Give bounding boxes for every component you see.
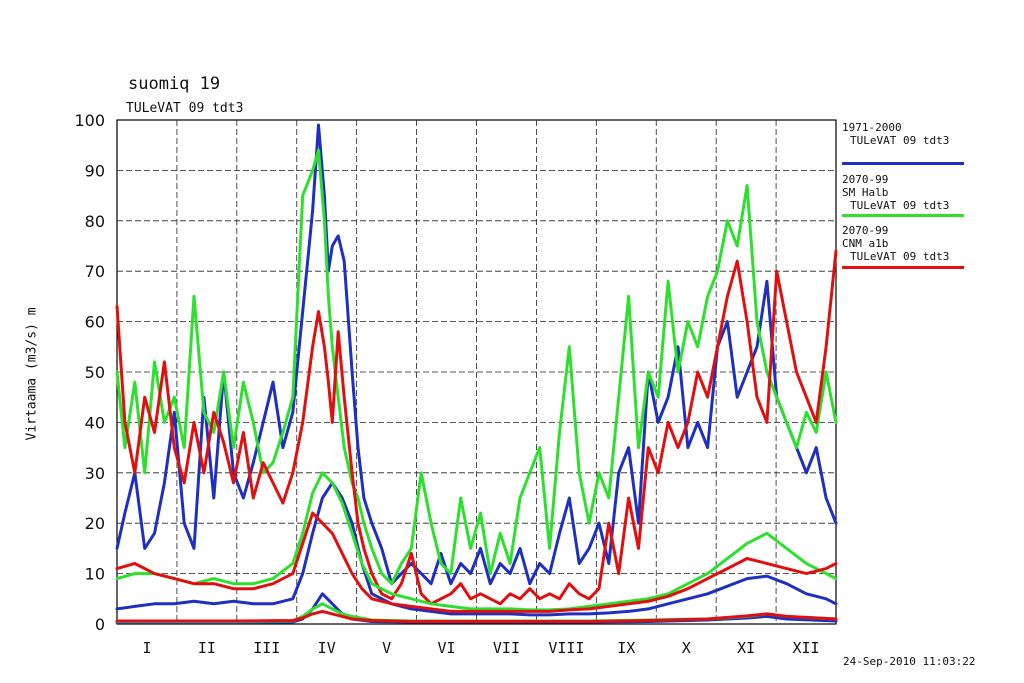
y-tick-label: 90 — [85, 161, 105, 180]
legend-text: 2070-99 — [842, 173, 889, 186]
y-tick-label: 80 — [85, 212, 105, 231]
x-tick-label: VII — [493, 639, 520, 657]
series-line — [115, 511, 838, 613]
y-tick-label: 100 — [74, 111, 105, 130]
y-tick-label: 0 — [95, 615, 105, 634]
legend-entry-1971-2000: 1971-2000 TULeVAT 09 tdt3 — [842, 121, 967, 165]
legend-text: TULeVAT 09 tdt3 — [850, 199, 950, 212]
y-tick-label: 30 — [85, 464, 105, 483]
y-tick-label: 70 — [85, 262, 105, 281]
legend-entry-cnm-a1b: 2070-99 CNM a1b TULeVAT 09 tdt3 — [842, 224, 967, 269]
timestamp: 24-Sep-2010 11:03:22 — [843, 655, 976, 668]
legend-entry-sm-halb: 2070-99 SM Halb TULeVAT 09 tdt3 — [842, 173, 967, 217]
legend-text: SM Halb — [842, 186, 889, 199]
legend-text: TULeVAT 09 tdt3 — [850, 250, 950, 263]
page-subtitle: TULeVAT 09 tdt3 — [126, 101, 244, 116]
x-tick-label: XI — [737, 639, 755, 657]
series-line — [115, 471, 838, 612]
x-tick-label: VI — [438, 639, 456, 657]
legend-text: TULeVAT 09 tdt3 — [850, 134, 950, 147]
y-tick-label: 10 — [85, 565, 105, 584]
x-tick-label: III — [253, 639, 280, 657]
page-title: suomiq 19 — [128, 74, 221, 94]
x-tick-label: V — [382, 639, 391, 657]
x-tick-label: X — [682, 639, 691, 657]
legend-text: 1971-2000 — [842, 121, 902, 134]
x-tick-label: VIII — [548, 639, 584, 657]
legend-text: CNM a1b — [842, 237, 889, 250]
series-line — [115, 481, 838, 617]
series-line — [115, 148, 838, 586]
legend-swatch — [842, 214, 964, 217]
x-tick-label: II — [198, 639, 216, 657]
x-tick-label: XII — [792, 639, 819, 657]
legend-swatch — [842, 266, 964, 269]
series-line — [115, 249, 838, 606]
x-tick-label: IV — [318, 639, 336, 657]
y-tick-label: 60 — [85, 313, 105, 332]
legend-text: 2070-99 — [842, 224, 889, 237]
series-line — [115, 123, 838, 586]
y-tick-label: 40 — [85, 413, 105, 432]
y-tick-label: 20 — [85, 514, 105, 533]
x-tick-label: IX — [617, 639, 635, 657]
legend-swatch — [842, 162, 964, 165]
y-tick-label: 50 — [85, 363, 105, 382]
x-tick-label: I — [142, 639, 151, 657]
series-line — [115, 609, 838, 623]
